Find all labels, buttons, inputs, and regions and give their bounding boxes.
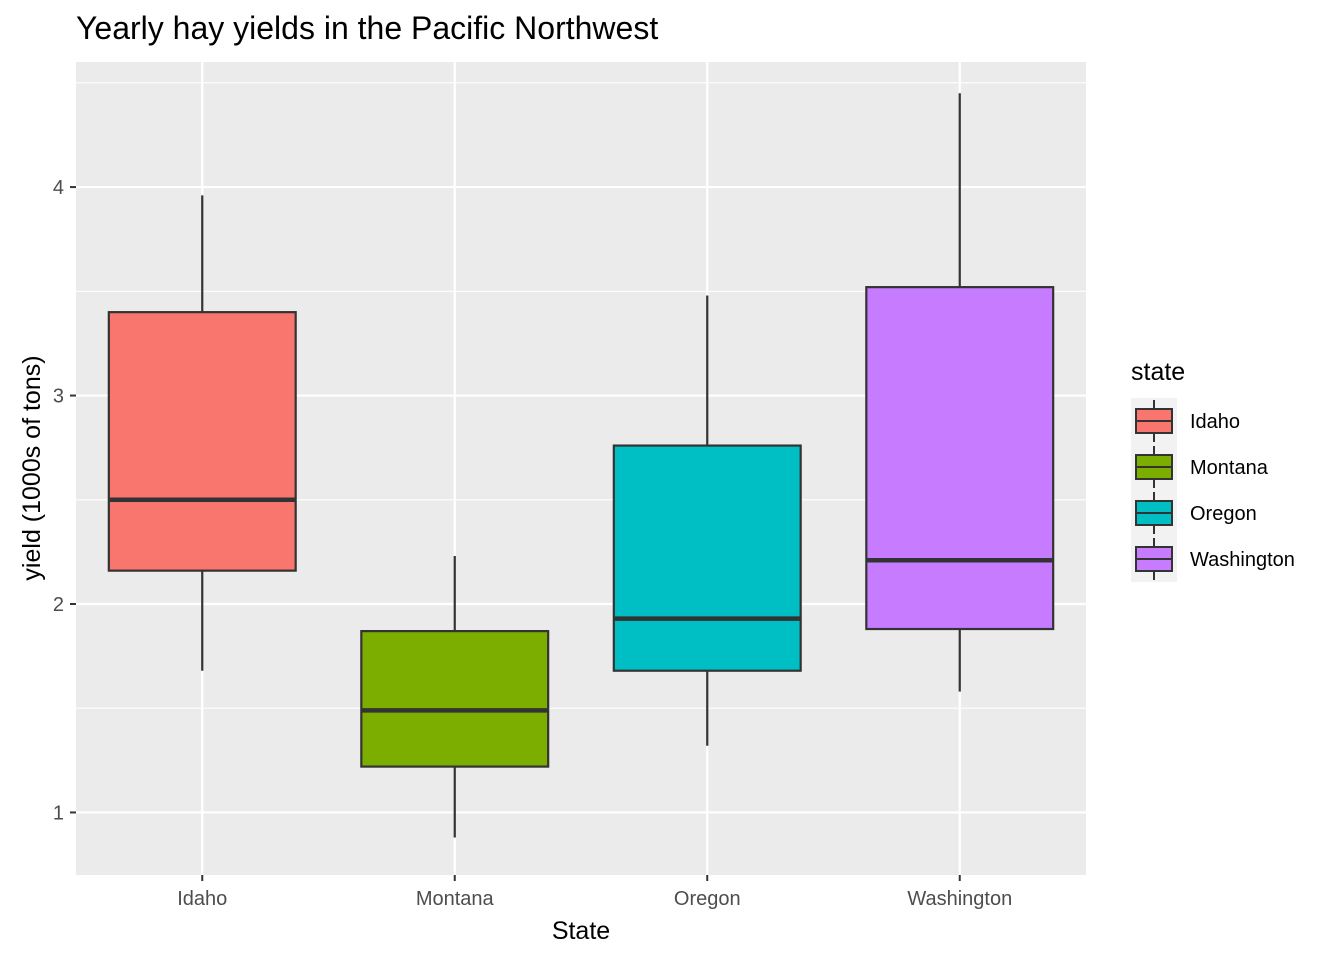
y-tick-label: 3 <box>53 386 64 408</box>
x-tick-label: Washington <box>907 888 1012 910</box>
y-axis-title: yield (1000s of tons) <box>18 355 46 580</box>
legend-label: Washington <box>1190 549 1295 571</box>
box-body <box>107 311 297 572</box>
box-body <box>612 444 802 672</box>
axes: 1 2 3 4 Idaho Montana Oregon Washington <box>53 177 1012 910</box>
box-body <box>865 286 1055 631</box>
legend-item-washington: Washington <box>1131 536 1295 582</box>
x-tick-label: Oregon <box>674 888 741 910</box>
box-washington <box>865 93 1055 692</box>
legend: state Idaho Montana Oregon Washington <box>1131 358 1295 582</box>
x-tick-label: Idaho <box>177 888 227 910</box>
x-tick-label: Montana <box>416 888 495 910</box>
legend-item-montana: Montana <box>1131 444 1269 490</box>
y-tick-label: 2 <box>53 594 64 616</box>
legend-item-idaho: Idaho <box>1131 398 1240 444</box>
box-oregon <box>612 295 802 746</box>
legend-label: Idaho <box>1190 411 1240 433</box>
legend-label: Montana <box>1190 457 1269 479</box>
legend-label: Oregon <box>1190 503 1257 525</box>
chart-title: Yearly hay yields in the Pacific Northwe… <box>76 10 658 46</box>
x-axis-title: State <box>552 917 610 945</box>
y-tick-label: 1 <box>53 802 64 824</box>
y-tick-label: 4 <box>53 177 64 199</box>
legend-title: state <box>1131 358 1185 386</box>
box-montana <box>360 556 550 838</box>
box-body <box>360 629 550 768</box>
box-idaho <box>107 195 297 671</box>
legend-item-oregon: Oregon <box>1131 490 1257 536</box>
boxes <box>107 93 1055 838</box>
